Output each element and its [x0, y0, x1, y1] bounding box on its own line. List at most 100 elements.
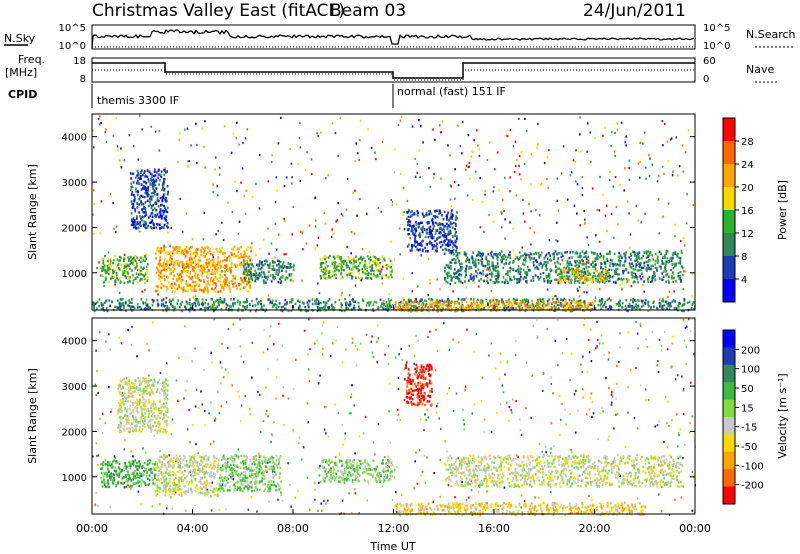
- region-cell: [206, 286, 209, 290]
- region-cell: [625, 268, 628, 271]
- region-cell: [278, 263, 280, 266]
- region-cell: [156, 223, 159, 226]
- region-cell: [563, 276, 566, 280]
- region-cell: [568, 262, 570, 265]
- scatter-cell: [171, 507, 174, 510]
- region-cell: [531, 302, 534, 306]
- region-cell: [358, 269, 361, 272]
- region-cell: [263, 275, 266, 278]
- region-cell: [646, 266, 648, 269]
- region-cell: [567, 271, 570, 274]
- region-cell: [292, 265, 295, 268]
- region-cell: [173, 269, 176, 272]
- region-cell: [407, 228, 409, 231]
- region-cell: [151, 195, 154, 198]
- region-cell: [675, 253, 678, 256]
- region-cell: [171, 304, 174, 308]
- scatter-cell: [371, 335, 373, 338]
- region-cell: [591, 280, 594, 284]
- colorbar-tick-label: 16: [741, 206, 754, 217]
- region-cell: [416, 300, 418, 304]
- scatter-cell: [346, 245, 348, 248]
- region-cell: [535, 252, 538, 255]
- region-cell: [260, 266, 263, 269]
- region-cell: [324, 277, 327, 280]
- region-cell: [659, 305, 661, 308]
- region-cell: [558, 279, 561, 282]
- region-cell: [244, 263, 247, 266]
- region-cell: [204, 247, 207, 250]
- region-cell: [225, 307, 227, 311]
- scatter-cell: [590, 160, 592, 163]
- region-cell: [320, 265, 323, 268]
- region-cell: [221, 246, 223, 249]
- scatter-cell: [432, 176, 435, 179]
- region-cell: [434, 300, 437, 303]
- scatter-cell: [305, 242, 308, 245]
- region-cell: [277, 281, 280, 284]
- region-cell: [116, 265, 118, 269]
- region-cell: [220, 283, 222, 287]
- region-cell: [136, 256, 139, 259]
- region-cell: [159, 276, 162, 279]
- region-cell: [186, 269, 189, 273]
- scatter-cell: [314, 248, 317, 251]
- colorbar-swatch: [723, 233, 735, 257]
- region-cell: [366, 269, 369, 273]
- scatter-cell: [636, 332, 639, 335]
- region-cell: [149, 177, 152, 181]
- region-cell: [539, 276, 542, 279]
- scatter-cell: [210, 509, 213, 512]
- region-cell: [121, 298, 124, 301]
- region-cell: [438, 212, 440, 215]
- region-cell: [279, 281, 282, 284]
- region-cell: [636, 260, 639, 264]
- scatter-cell: [277, 142, 280, 145]
- region-cell: [546, 300, 549, 303]
- region-cell: [454, 239, 457, 242]
- region-cell: [401, 301, 404, 304]
- scatter-cell: [400, 115, 403, 118]
- region-cell: [143, 276, 146, 279]
- region-cell: [381, 259, 384, 262]
- region-cell: [204, 309, 206, 312]
- region-cell: [184, 256, 187, 259]
- region-cell: [524, 300, 527, 303]
- region-cell: [681, 265, 683, 269]
- region-cell: [494, 253, 497, 256]
- scatter-cell: [245, 212, 247, 215]
- scatter-cell: [172, 270, 175, 273]
- region-cell: [633, 251, 635, 254]
- scatter-cell: [439, 495, 441, 498]
- region-cell: [133, 219, 136, 222]
- region-cell: [226, 268, 229, 271]
- region-cell: [506, 300, 509, 303]
- scatter-cell: [468, 165, 470, 168]
- region-cell: [505, 300, 508, 303]
- scatter-cell: [306, 151, 308, 154]
- region-cell: [327, 256, 330, 259]
- scatter-cell: [201, 127, 203, 130]
- region-cell: [166, 251, 169, 254]
- region-cell: [527, 254, 530, 257]
- region-cell: [656, 257, 659, 260]
- region-cell: [202, 251, 205, 254]
- region-cell: [265, 276, 267, 279]
- region-cell: [601, 279, 604, 283]
- region-cell: [355, 267, 358, 270]
- region-cell: [239, 276, 242, 280]
- region-cell: [519, 301, 521, 304]
- scatter-cell: [399, 119, 402, 122]
- region-cell: [232, 298, 235, 301]
- region-cell: [379, 272, 381, 275]
- region-cell: [136, 179, 139, 183]
- scatter-cell: [662, 144, 664, 147]
- region-cell: [519, 278, 522, 281]
- region-cell: [570, 263, 573, 266]
- region-cell: [488, 266, 491, 269]
- region-cell: [677, 302, 680, 305]
- scatter-cell: [557, 209, 560, 212]
- region-cell: [111, 275, 113, 278]
- colorbar-tick-label: 12: [741, 229, 754, 240]
- region-cell: [587, 273, 590, 277]
